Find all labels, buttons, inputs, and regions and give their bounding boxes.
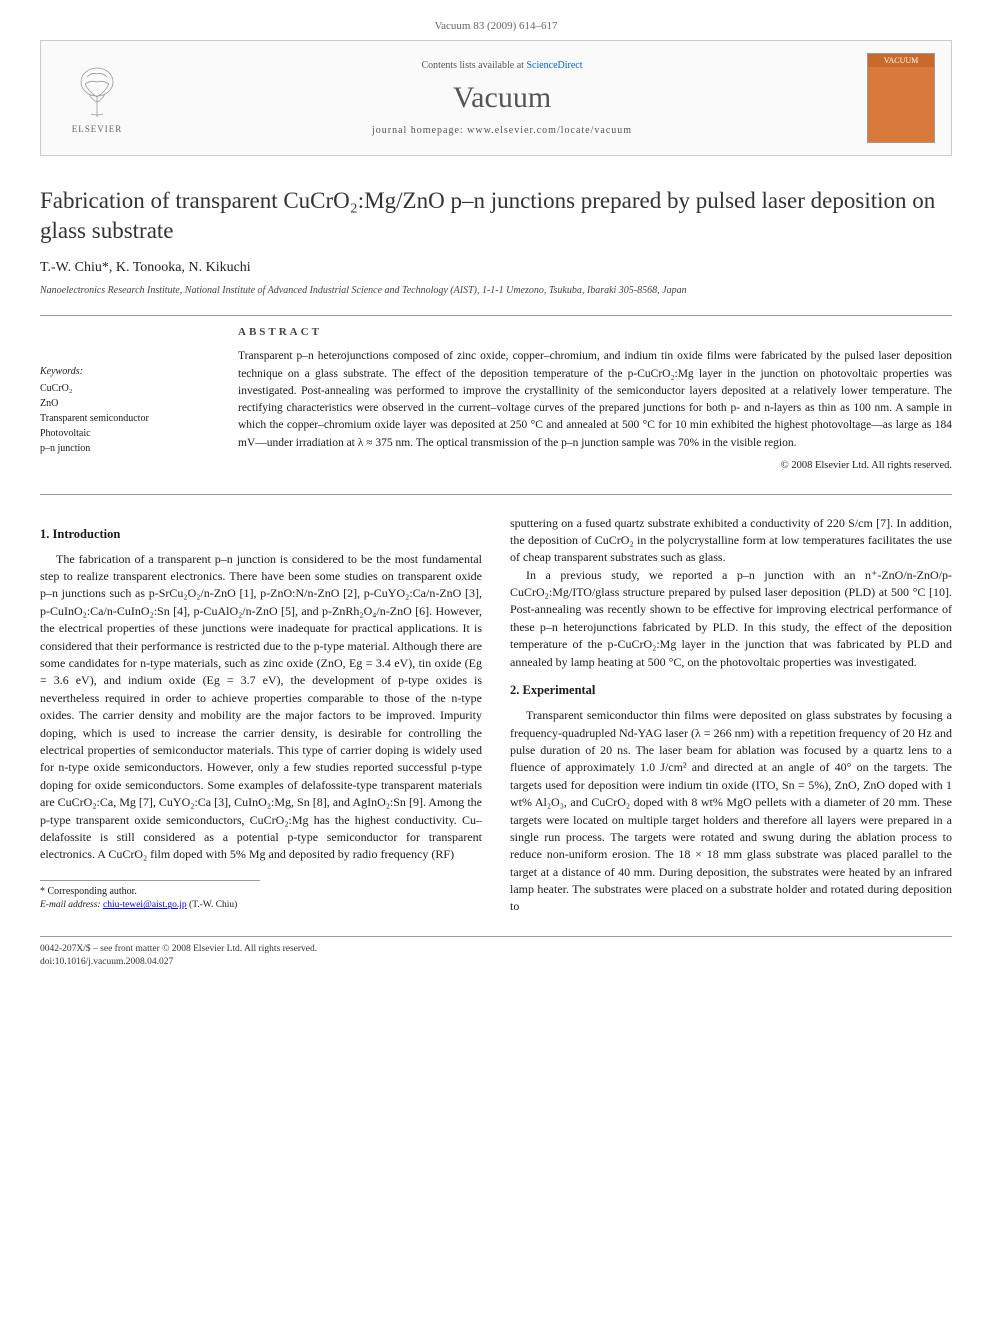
- article-title: Fabrication of transparent CuCrO₂:Mg/ZnO…: [40, 186, 952, 246]
- article-footer: 0042-207X/$ – see front matter © 2008 El…: [40, 936, 952, 970]
- section-heading-introduction: 1. Introduction: [40, 525, 482, 543]
- corresponding-author-note: * Corresponding author. E-mail address: …: [40, 880, 260, 914]
- doi-line: doi:10.1016/j.vacuum.2008.04.027: [40, 956, 952, 969]
- body-paragraph: In a previous study, we reported a p–n j…: [510, 567, 952, 671]
- abstract-text: Transparent p–n heterojunctions composed…: [238, 348, 952, 452]
- abstract-copyright: © 2008 Elsevier Ltd. All rights reserved…: [238, 458, 952, 474]
- author-list: T.-W. Chiu*, K. Tonooka, N. Kikuchi: [40, 260, 952, 276]
- keyword-item: Photovoltaic: [40, 426, 210, 441]
- issn-line: 0042-207X/$ – see front matter © 2008 El…: [40, 943, 952, 956]
- sciencedirect-link[interactable]: ScienceDirect: [526, 60, 582, 71]
- keyword-item: CuCrO₂: [40, 381, 210, 396]
- journal-homepage-line: journal homepage: www.elsevier.com/locat…: [137, 125, 867, 136]
- homepage-url[interactable]: www.elsevier.com/locate/vacuum: [467, 125, 632, 136]
- abstract-block: Keywords: CuCrO₂ ZnO Transparent semicon…: [40, 324, 952, 474]
- cover-label: VACUUM: [868, 54, 934, 67]
- keyword-item: Transparent semiconductor: [40, 411, 210, 426]
- abstract-column: ABSTRACT Transparent p–n heterojunctions…: [238, 324, 952, 474]
- keyword-item: p–n junction: [40, 441, 210, 456]
- contents-available-line: Contents lists available at ScienceDirec…: [137, 60, 867, 71]
- contents-prefix: Contents lists available at: [421, 60, 526, 71]
- email-label: E-mail address:: [40, 900, 101, 910]
- keyword-item: ZnO: [40, 396, 210, 411]
- keywords-heading: Keywords:: [40, 364, 210, 379]
- article-body: 1. Introduction The fabrication of a tra…: [40, 515, 952, 916]
- section-heading-experimental: 2. Experimental: [510, 681, 952, 699]
- publisher-name: ELSEVIER: [72, 124, 123, 134]
- keywords-column: Keywords: CuCrO₂ ZnO Transparent semicon…: [40, 324, 210, 474]
- elsevier-tree-icon: [67, 62, 127, 122]
- journal-reference: Vacuum 83 (2009) 614–617: [40, 20, 952, 32]
- abstract-heading: ABSTRACT: [238, 324, 952, 341]
- divider: [40, 315, 952, 316]
- affiliation: Nanoelectronics Research Institute, Nati…: [40, 284, 952, 297]
- journal-name: Vacuum: [137, 81, 867, 115]
- body-paragraph: Transparent semiconductor thin films wer…: [510, 707, 952, 916]
- journal-header: ELSEVIER Contents lists available at Sci…: [40, 40, 952, 156]
- corresponding-email-link[interactable]: chiu-tewei@aist.go.jp: [103, 900, 187, 910]
- divider: [40, 494, 952, 495]
- email-person: (T.-W. Chiu): [189, 900, 237, 910]
- body-paragraph: The fabrication of a transparent p–n jun…: [40, 551, 482, 864]
- publisher-logo: ELSEVIER: [57, 58, 137, 138]
- corr-label: * Corresponding author.: [40, 886, 137, 897]
- journal-cover-thumbnail: VACUUM: [867, 53, 935, 143]
- homepage-prefix: journal homepage:: [372, 125, 467, 136]
- body-paragraph: sputtering on a fused quartz substrate e…: [510, 515, 952, 567]
